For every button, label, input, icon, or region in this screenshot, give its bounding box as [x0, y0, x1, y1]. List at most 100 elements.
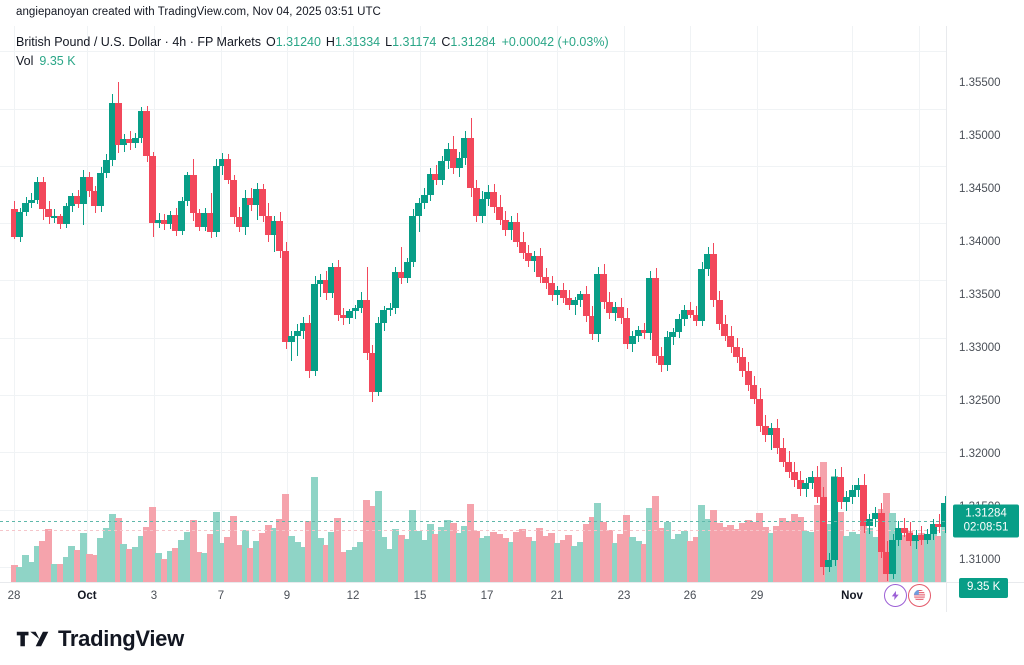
volume-bar: [339, 551, 347, 582]
price-axis-tick: 1.34000: [959, 236, 1001, 248]
candlestick: [559, 289, 567, 298]
volume-bar: [126, 549, 134, 582]
candlestick: [126, 139, 134, 143]
candlestick: [259, 188, 267, 217]
volume-bar: [328, 532, 336, 582]
volume-bar: [496, 533, 504, 582]
vertical-gridline: [757, 26, 758, 582]
candlestick: [600, 273, 608, 303]
attribution-text: angiepanoyan created with TradingView.co…: [16, 6, 381, 18]
volume-bar: [721, 526, 729, 582]
candlestick: [293, 330, 301, 336]
candlestick: [368, 352, 376, 392]
candle-wick: [291, 330, 292, 361]
candlestick: [883, 552, 891, 574]
volume-bar: [293, 542, 301, 582]
candlestick: [588, 316, 596, 335]
volume-bar: [316, 538, 324, 582]
candle-wick: [690, 302, 691, 319]
candlestick: [906, 532, 914, 541]
candlestick: [738, 357, 746, 372]
volume-bar: [680, 531, 688, 582]
chart-frame: British Pound / U.S. Dollar · 4h · FP Ma…: [0, 26, 1024, 613]
candlestick: [241, 197, 249, 227]
volume-bar: [524, 536, 532, 582]
current-price-badge: 1.31284 02:08:51: [953, 504, 1019, 538]
candlestick: [120, 139, 128, 146]
volume-bar: [536, 527, 544, 582]
volume-bar: [276, 519, 284, 582]
price-axis-tick: 1.32000: [959, 448, 1001, 460]
volume-bar: [704, 518, 712, 582]
candlestick: [461, 138, 469, 158]
time-axis[interactable]: 28Oct37912151721232629Nov5: [0, 582, 946, 613]
volume-bar: [322, 545, 330, 582]
horizontal-gridline: [0, 280, 946, 281]
volume-bar: [432, 533, 440, 582]
candlestick: [900, 528, 908, 533]
volume-bar: [756, 512, 764, 582]
candlestick: [536, 256, 544, 278]
price-axis-tick: 1.31000: [959, 554, 1001, 566]
volume-bar: [247, 547, 255, 582]
horizontal-gridline: [0, 395, 946, 396]
candlestick: [704, 254, 712, 270]
volume-bar: [692, 537, 700, 582]
volume-bar: [391, 528, 399, 582]
volume-bar: [461, 525, 469, 582]
candlestick: [675, 319, 683, 333]
volume-bar: [386, 549, 394, 582]
candlestick: [646, 278, 654, 334]
candlestick: [617, 306, 625, 319]
volume-bar: [27, 562, 35, 582]
candlestick: [715, 299, 723, 325]
price-axis[interactable]: 1.35500 1.35000 1.34500 1.34000 1.33500 1.330…: [946, 26, 1024, 598]
volume-bar: [259, 532, 267, 582]
volume-bar: [813, 504, 821, 582]
candlestick: [524, 252, 532, 261]
horizontal-gridline: [0, 51, 946, 52]
candlestick: [657, 356, 665, 366]
vertical-gridline: [624, 26, 625, 582]
candlestick: [449, 148, 457, 169]
volume-bar: [120, 543, 128, 582]
volume-bar: [871, 536, 879, 582]
candlestick: [941, 502, 946, 527]
volume-bar: [842, 535, 850, 582]
time-axis-tick: 7: [217, 590, 225, 602]
volume-bar: [438, 527, 446, 582]
price-chart-plot-area[interactable]: [0, 26, 946, 582]
volume-bar: [201, 552, 209, 582]
candlestick: [565, 297, 573, 305]
candlestick: [865, 518, 873, 526]
candlestick: [305, 322, 313, 372]
candlestick: [750, 384, 758, 399]
volume-bar: [68, 546, 76, 582]
candlestick: [917, 534, 925, 540]
candlestick: [224, 158, 232, 180]
volume-bar: [253, 540, 261, 582]
horizontal-gridline: [0, 338, 946, 339]
volume-bar: [628, 537, 636, 582]
candlestick: [929, 523, 937, 534]
volume-bar: [548, 532, 556, 582]
price-axis-tick: 1.35500: [959, 77, 1001, 89]
candlestick: [218, 158, 226, 166]
time-axis-tick: 12: [346, 590, 360, 602]
lightning-bolt-icon[interactable]: [884, 584, 907, 607]
candlestick: [842, 497, 850, 502]
candlestick: [478, 199, 486, 217]
candlestick: [507, 222, 515, 231]
volume-badge: 9.35 K: [959, 578, 1009, 598]
candlestick: [605, 302, 613, 313]
candlestick: [802, 483, 810, 490]
candlestick: [686, 310, 694, 315]
volume-bar: [363, 499, 371, 582]
volume-bar: [114, 517, 122, 582]
candlestick: [773, 428, 781, 448]
candlestick: [628, 335, 636, 344]
price-axis-tick: 1.33500: [959, 289, 1001, 301]
us-flag-icon[interactable]: [908, 584, 931, 607]
volume-bar: [444, 519, 451, 582]
candlestick: [27, 200, 35, 203]
